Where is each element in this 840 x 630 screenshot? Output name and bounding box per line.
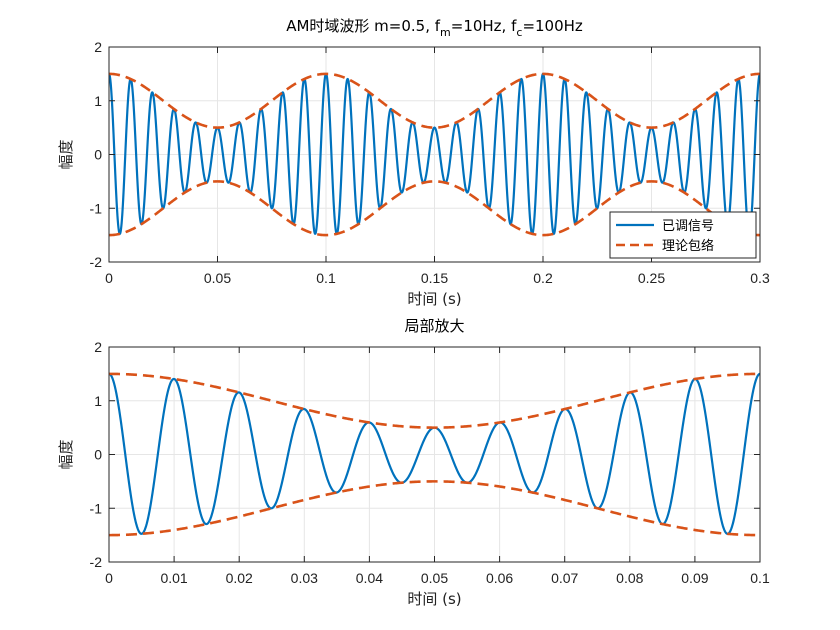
x-tick-label-4: 0.2 <box>533 270 553 286</box>
legend-box <box>609 211 757 259</box>
x-tick-label-2: 0.02 <box>226 570 253 586</box>
x-axis-label: 时间 (s) <box>407 590 461 608</box>
subplot-2: 0 0.01 0.02 0.03 0.04 0.05 0.06 0.07 0.08 0.09 0.1… <box>57 317 770 608</box>
series-envelope-upper <box>109 372 760 429</box>
series-envelope-lower <box>109 480 760 537</box>
series-group <box>109 372 760 537</box>
x-tick-label-3: 0.15 <box>421 270 448 286</box>
x-tick-label-1: 0.05 <box>204 270 231 286</box>
x-tick-label-0: 0 <box>105 570 113 586</box>
legend-label-0: 已调信号 <box>662 219 714 234</box>
x-tick-label-1: 0.01 <box>160 570 187 586</box>
y-axis-label: 幅度 <box>57 439 75 469</box>
title-part: AM时域波形 m=0.5, f <box>286 17 441 35</box>
x-tick-label-5: 0.25 <box>638 270 665 286</box>
x-tick-label-5: 0.05 <box>421 570 448 586</box>
y-tick-label-4: 2 <box>94 339 102 355</box>
x-tick-label-3: 0.03 <box>291 570 318 586</box>
title-part: =10Hz, f <box>451 17 517 35</box>
subplot-1: 0 0.05 0.1 0.15 0.2 0.25 0.3 -2 -1 0 1 2 时间 (s) 幅度 AM时… <box>57 17 770 308</box>
y-tick-label-0: -2 <box>90 254 103 270</box>
y-tick-label-2: 0 <box>94 447 102 463</box>
y-tick-label-3: 1 <box>94 393 102 409</box>
chart-title: 局部放大 <box>404 317 464 335</box>
y-tick-label-4: 2 <box>94 39 102 55</box>
title-subscript: c <box>516 26 522 39</box>
title-part: =100Hz <box>522 17 582 35</box>
x-tick-label-2: 0.1 <box>316 270 336 286</box>
title-part: 局部放大 <box>404 317 464 335</box>
x-tick-label-0: 0 <box>105 270 113 286</box>
x-tick-label-7: 0.07 <box>551 570 578 586</box>
y-tick-label-1: -1 <box>90 200 103 216</box>
x-tick-label-8: 0.08 <box>616 570 643 586</box>
series-envelope-lower <box>109 180 760 237</box>
title-subscript: m <box>440 26 451 39</box>
series-group <box>109 72 760 237</box>
x-axis-label: 时间 (s) <box>407 290 461 308</box>
chart-title: AM时域波形 m=0.5, fm=10Hz, fc=100Hz <box>286 17 583 39</box>
x-tick-label-4: 0.04 <box>356 570 383 586</box>
y-tick-label-3: 1 <box>94 93 102 109</box>
y-tick-label-0: -2 <box>90 554 103 570</box>
x-tick-label-9: 0.09 <box>681 570 708 586</box>
series-envelope-upper <box>109 72 760 129</box>
x-tick-label-10: 0.1 <box>750 570 770 586</box>
x-tick-label-6: 0.06 <box>486 570 513 586</box>
y-axis-label: 幅度 <box>57 139 75 169</box>
y-tick-label-1: -1 <box>90 500 103 516</box>
y-tick-label-2: 0 <box>94 147 102 163</box>
x-tick-label-6: 0.3 <box>750 270 770 286</box>
legend-label-1: 理论包络 <box>662 238 714 254</box>
